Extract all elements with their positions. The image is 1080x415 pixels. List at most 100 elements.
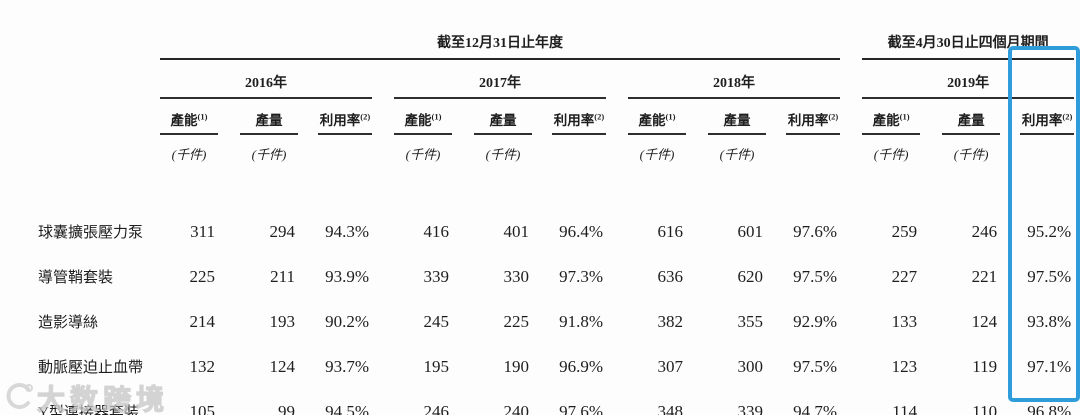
capacity-header: 產能(1): [628, 98, 686, 135]
cell-capacity: 245: [423, 311, 450, 331]
cell-utilization: 97.5%: [1027, 266, 1072, 286]
cell-output: 193: [269, 311, 296, 331]
cell-output: 240: [503, 401, 530, 415]
product-label: Y型連接器套裝: [38, 405, 139, 415]
product-label: 動脈壓迫止血帶: [38, 360, 144, 376]
cell-output: 225: [503, 311, 530, 331]
cell-utilization: 96.4%: [559, 221, 603, 241]
cell-utilization: 94.5%: [325, 401, 369, 415]
cell-capacity: 246: [423, 401, 450, 415]
utilization-header: 利用率(2): [1020, 98, 1075, 135]
cell-output: 339: [737, 401, 764, 415]
table-row: 動脈壓迫止血帶 132 124 93.7% 195 190 96.9% 307 …: [38, 344, 1074, 389]
output-header: 產量: [240, 98, 298, 135]
table-row: 導管鞘套裝 225 211 93.9% 339 330 97.3% 636 62…: [38, 254, 1074, 299]
cell-utilization: 97.5%: [793, 356, 838, 376]
cell-utilization: 94.3%: [325, 221, 369, 241]
cell-capacity: 132: [189, 356, 216, 376]
output-header: 產量: [474, 98, 532, 135]
table-row: 球囊擴張壓力泵 311 294 94.3% 416 401 96.4% 616 …: [38, 209, 1074, 254]
cell-output: 620: [737, 266, 764, 286]
watermark-text: 大数跨境: [36, 383, 170, 415]
cell-output: 300: [737, 356, 764, 376]
cell-output: 330: [503, 266, 530, 286]
cell-capacity: 416: [423, 221, 450, 241]
cell-capacity: 382: [657, 311, 684, 331]
output-header: 產量: [708, 98, 766, 135]
cell-utilization: 93.7%: [325, 356, 369, 376]
cell-capacity: 311: [190, 221, 215, 241]
cell-capacity: 123: [891, 356, 918, 376]
cell-utilization: 94.7%: [793, 401, 838, 415]
cell-utilization: 97.6%: [793, 221, 838, 241]
year-header-row: 2016年 2017年 2018年 2019年: [38, 59, 1075, 99]
unit-label: (千件): [719, 147, 755, 162]
cell-output: 110: [972, 401, 998, 415]
cell-utilization: 97.5%: [793, 266, 838, 286]
unit-label: (千件): [251, 147, 287, 162]
cell-capacity: 339: [423, 266, 450, 286]
product-label: 造影導絲: [38, 315, 99, 331]
cell-output: 246: [971, 221, 998, 241]
cell-utilization: 91.8%: [559, 311, 603, 331]
corner-empty: [38, 14, 160, 59]
unit-label: (千件): [405, 147, 441, 162]
table-row: 造影導絲 214 193 90.2% 245 225 91.8% 382 355…: [38, 299, 1074, 344]
cell-output: 401: [503, 221, 530, 241]
year-2017-header: 2017年: [394, 59, 606, 99]
cell-utilization: 95.2%: [1027, 221, 1072, 241]
utilization-header: 利用率(2): [786, 98, 841, 135]
cell-utilization: 96.8%: [1027, 401, 1072, 415]
cell-capacity: 214: [189, 311, 216, 331]
capacity-header: 產能(1): [862, 98, 921, 135]
cell-utilization: 97.6%: [559, 401, 603, 415]
cell-output: 119: [972, 356, 998, 376]
unit-label: (千件): [171, 147, 207, 162]
utilization-header: 利用率(2): [552, 98, 606, 135]
watermark-logo-icon: [4, 381, 34, 415]
product-label: 導管鞘套裝: [38, 270, 114, 286]
watermark: 大数跨境: [4, 378, 169, 415]
cell-capacity: 307: [657, 356, 684, 376]
unit-label: (千件): [639, 147, 675, 162]
cell-capacity: 227: [891, 266, 918, 286]
period-annual-header: 截至12月31日止年度: [160, 14, 841, 60]
cell-utilization: 93.9%: [325, 266, 369, 286]
cell-output: 99: [278, 401, 295, 415]
cell-capacity: 225: [189, 266, 216, 286]
year-2019-header: 2019年: [862, 59, 1075, 99]
unit-row: (千件) (千件) (千件) (千件) (千件) (千件) (千件) (千件): [38, 134, 1074, 165]
output-header: 產量: [942, 98, 1001, 135]
utilization-header: 利用率(2): [318, 98, 372, 135]
cell-capacity: 195: [423, 356, 450, 376]
cell-output: 124: [269, 356, 296, 376]
cell-utilization: 93.8%: [1027, 311, 1072, 331]
cell-output: 221: [971, 266, 998, 286]
cell-capacity: 114: [892, 401, 918, 415]
cell-output: 211: [270, 266, 295, 286]
period-header-row: 截至12月31日止年度 截至4月30日止四個月期間: [38, 14, 1075, 60]
unit-label: (千件): [485, 147, 521, 162]
capacity-utilization-table: 截至12月31日止年度 截至4月30日止四個月期間 2016年 2017年 20…: [38, 14, 1075, 415]
cell-output: 124: [971, 311, 998, 331]
unit-label: (千件): [873, 147, 909, 162]
cell-capacity: 348: [657, 401, 684, 415]
cell-utilization: 96.9%: [559, 356, 603, 376]
capacity-header: 產能(1): [394, 98, 452, 135]
year-2018-header: 2018年: [628, 59, 841, 99]
cell-utilization: 97.3%: [559, 266, 603, 286]
year-2016-header: 2016年: [160, 59, 372, 99]
cell-capacity: 636: [657, 266, 684, 286]
cell-capacity: 616: [657, 221, 684, 241]
cell-output: 355: [737, 311, 764, 331]
cell-output: 190: [503, 356, 530, 376]
unit-label: (千件): [953, 147, 989, 162]
cell-capacity: 105: [189, 401, 216, 415]
table-row: Y型連接器套裝 105 99 94.5% 246 240 97.6% 348 3…: [38, 389, 1074, 415]
cell-utilization: 97.1%: [1027, 356, 1072, 376]
cell-output: 601: [737, 221, 764, 241]
cell-capacity: 133: [891, 311, 918, 331]
cell-utilization: 90.2%: [325, 311, 369, 331]
spacer-row: [38, 165, 1074, 209]
